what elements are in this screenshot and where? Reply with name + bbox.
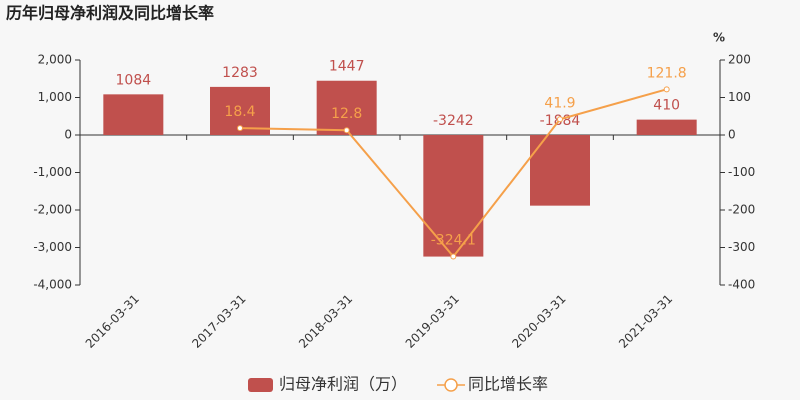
y2-tick-label: 0 (728, 128, 736, 142)
y2-tick-label: 200 (728, 53, 751, 67)
y-tick-label: -4,000 (33, 278, 72, 292)
y2-tick-label: -400 (728, 278, 755, 292)
bar-value-label: -3242 (433, 113, 474, 129)
y2-tick-label: 100 (728, 90, 751, 104)
y-tick-label: -2,000 (33, 203, 72, 217)
y-tick-label: 2,000 (38, 53, 72, 67)
y2-tick-label: -200 (728, 203, 755, 217)
bar (423, 135, 484, 257)
bar-value-label: 1084 (116, 72, 152, 88)
x-tick-label: 2017-03-31 (189, 292, 248, 351)
legend-swatch (248, 378, 273, 392)
x-tick-label: 2019-03-31 (403, 292, 462, 351)
line-point (343, 127, 350, 134)
y-tick-label: -1,000 (33, 165, 72, 179)
bar-value-label: 410 (653, 98, 680, 114)
bar (636, 119, 697, 135)
x-tick-label: 2016-03-31 (83, 292, 142, 351)
line-value-label: 41.9 (544, 95, 575, 111)
legend-label: 归母净利润（万） (279, 375, 407, 394)
bar-value-label: 1283 (222, 65, 258, 81)
line-point (450, 253, 457, 260)
y2-tick-label: -300 (728, 240, 755, 254)
line-point (557, 116, 563, 123)
line-value-label: 12.8 (331, 106, 362, 122)
y-tick-label: 1,000 (38, 90, 72, 104)
line-point (237, 125, 243, 132)
line-value-label: -324.1 (431, 233, 476, 249)
legend-label: 同比增长率 (468, 375, 548, 394)
bar (316, 80, 377, 135)
bar (103, 94, 164, 135)
line-point (663, 86, 670, 93)
chart-title: 历年归母净利润及同比增长率 (6, 4, 214, 23)
x-tick-label: 2021-03-31 (616, 292, 675, 351)
line-value-label: 121.8 (647, 65, 687, 81)
legend-swatch (444, 378, 458, 392)
bar (530, 135, 590, 206)
y-tick-label: 0 (64, 128, 72, 142)
line-value-label: 18.4 (224, 104, 255, 120)
y-tick-label: -3,000 (33, 240, 72, 254)
y2-tick-label: -100 (728, 165, 755, 179)
x-tick-label: 2020-03-31 (509, 292, 568, 351)
bar-value-label: 1447 (329, 59, 365, 75)
y2-axis-label: % (713, 31, 725, 45)
x-tick-label: 2018-03-31 (296, 292, 355, 351)
